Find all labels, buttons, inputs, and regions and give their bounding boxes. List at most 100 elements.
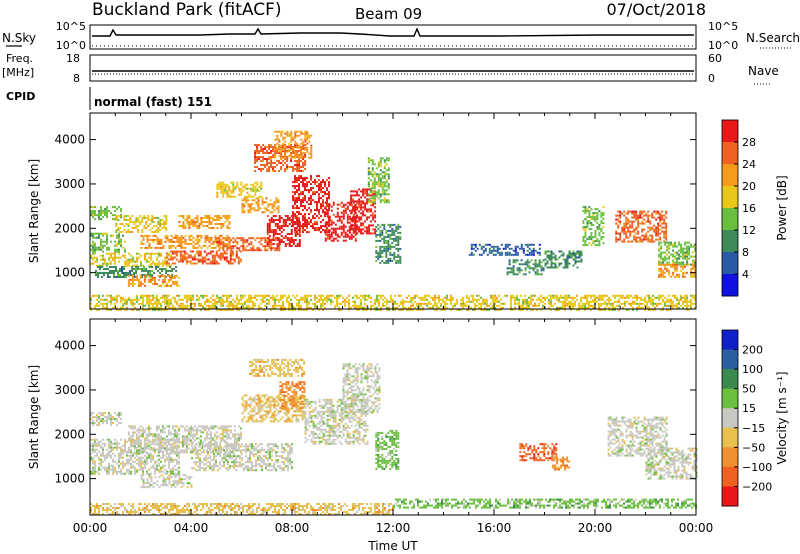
range-gate-cell	[694, 273, 697, 276]
range-gate-cell	[139, 215, 142, 217]
range-gate-cell	[354, 190, 357, 193]
range-gate-cell	[274, 219, 277, 221]
range-gate-cell	[385, 193, 388, 196]
range-gate-cell	[596, 212, 599, 215]
range-gate-cell	[128, 252, 130, 255]
range-gate-cell	[267, 205, 270, 208]
range-gate-cell	[276, 160, 279, 162]
range-gate-cell	[288, 154, 291, 157]
range-gate-cell	[374, 300, 376, 303]
range-gate-cell	[178, 294, 180, 297]
range-gate-cell	[146, 300, 148, 303]
range-gate-cell	[242, 296, 244, 299]
range-gate-cell	[234, 300, 236, 303]
range-gate-cell	[322, 300, 324, 303]
beam-label: Beam 09	[355, 5, 422, 23]
range-gate-cell	[306, 185, 308, 188]
freq-tick-top: 18	[66, 52, 80, 65]
range-gate-cell	[375, 255, 378, 258]
echo-region	[140, 234, 231, 249]
range-gate-cell	[274, 223, 277, 225]
range-gate-cell	[590, 244, 593, 247]
range-gate-cell	[644, 298, 646, 301]
range-gate-cell	[631, 212, 634, 215]
range-gate-cell	[152, 296, 154, 299]
range-gate-cell	[268, 243, 271, 246]
range-gate-cell	[651, 236, 654, 239]
range-gate-cell	[690, 304, 692, 307]
range-gate-cell	[383, 199, 386, 202]
range-gate-cell	[314, 304, 316, 307]
range-gate-cell	[146, 294, 148, 297]
range-gate-cell	[530, 251, 533, 254]
range-gate-cell	[121, 223, 124, 225]
range-gate-cell	[658, 275, 661, 278]
range-gate-cell	[654, 306, 656, 309]
range-gate-cell	[526, 259, 529, 262]
range-gate-cell	[544, 262, 547, 265]
range-gate-cell	[336, 211, 339, 214]
range-gate-cell	[350, 219, 353, 222]
range-gate-cell	[192, 236, 195, 239]
range-gate-cell	[598, 226, 601, 229]
range-gate-cell	[98, 300, 100, 303]
range-gate-cell	[546, 254, 549, 257]
range-gate-cell	[246, 195, 249, 198]
range-gate-cell	[294, 132, 297, 135]
range-gate-cell	[320, 189, 322, 192]
range-gate-cell	[619, 212, 622, 215]
range-gate-cell	[132, 300, 134, 303]
range-gate-cell	[130, 260, 132, 263]
range-gate-cell	[330, 235, 333, 238]
range-gate-cell	[126, 264, 128, 267]
range-gate-cell	[672, 304, 674, 307]
range-gate-cell	[373, 171, 376, 174]
range-gate-cell	[310, 183, 312, 186]
range-gate-cell	[665, 222, 668, 225]
range-gate-cell	[456, 308, 458, 311]
range-gate-cell	[167, 280, 170, 283]
range-gate-cell	[588, 214, 591, 217]
range-gate-cell	[657, 232, 660, 235]
range-gate-cell	[302, 223, 304, 226]
range-gate-cell	[296, 304, 298, 307]
range-gate-cell	[159, 225, 162, 227]
range-gate-cell	[434, 294, 436, 297]
range-gate-cell	[252, 247, 255, 250]
range-gate-cell	[120, 242, 122, 245]
range-gate-cell	[266, 237, 269, 239]
range-gate-cell	[366, 192, 369, 195]
range-gate-cell	[175, 252, 178, 255]
range-gate-cell	[211, 250, 214, 253]
range-gate-cell	[694, 296, 696, 299]
range-gate-cell	[100, 302, 102, 305]
range-gate-cell	[117, 270, 119, 272]
range-gate-cell	[258, 308, 260, 311]
range-gate-cell	[379, 179, 382, 182]
range-gate-cell	[304, 140, 307, 143]
range-gate-cell	[149, 270, 152, 272]
range-gate-cell	[570, 256, 573, 259]
range-gate-cell	[278, 239, 281, 241]
range-gate-cell	[100, 246, 102, 249]
range-gate-cell	[554, 308, 556, 311]
range-gate-cell	[141, 270, 144, 272]
range-gate-cell	[153, 272, 156, 274]
range-gate-cell	[490, 294, 492, 297]
range-gate-cell	[228, 300, 230, 303]
range-gate-cell	[658, 267, 661, 270]
range-gate-cell	[149, 266, 152, 268]
range-gate-cell	[383, 193, 386, 196]
range-gate-cell	[520, 306, 522, 309]
range-gate-cell	[370, 204, 373, 207]
range-gate-cell	[450, 300, 452, 303]
range-gate-cell	[154, 234, 157, 237]
range-gate-cell	[326, 199, 328, 202]
range-gate-cell	[100, 210, 102, 213]
range-gate-cell	[118, 256, 120, 259]
range-gate-cell	[367, 201, 370, 204]
range-gate-cell	[476, 294, 478, 297]
range-gate-cell	[354, 210, 357, 213]
range-gate-cell	[625, 222, 628, 225]
range-gate-cell	[576, 256, 579, 259]
